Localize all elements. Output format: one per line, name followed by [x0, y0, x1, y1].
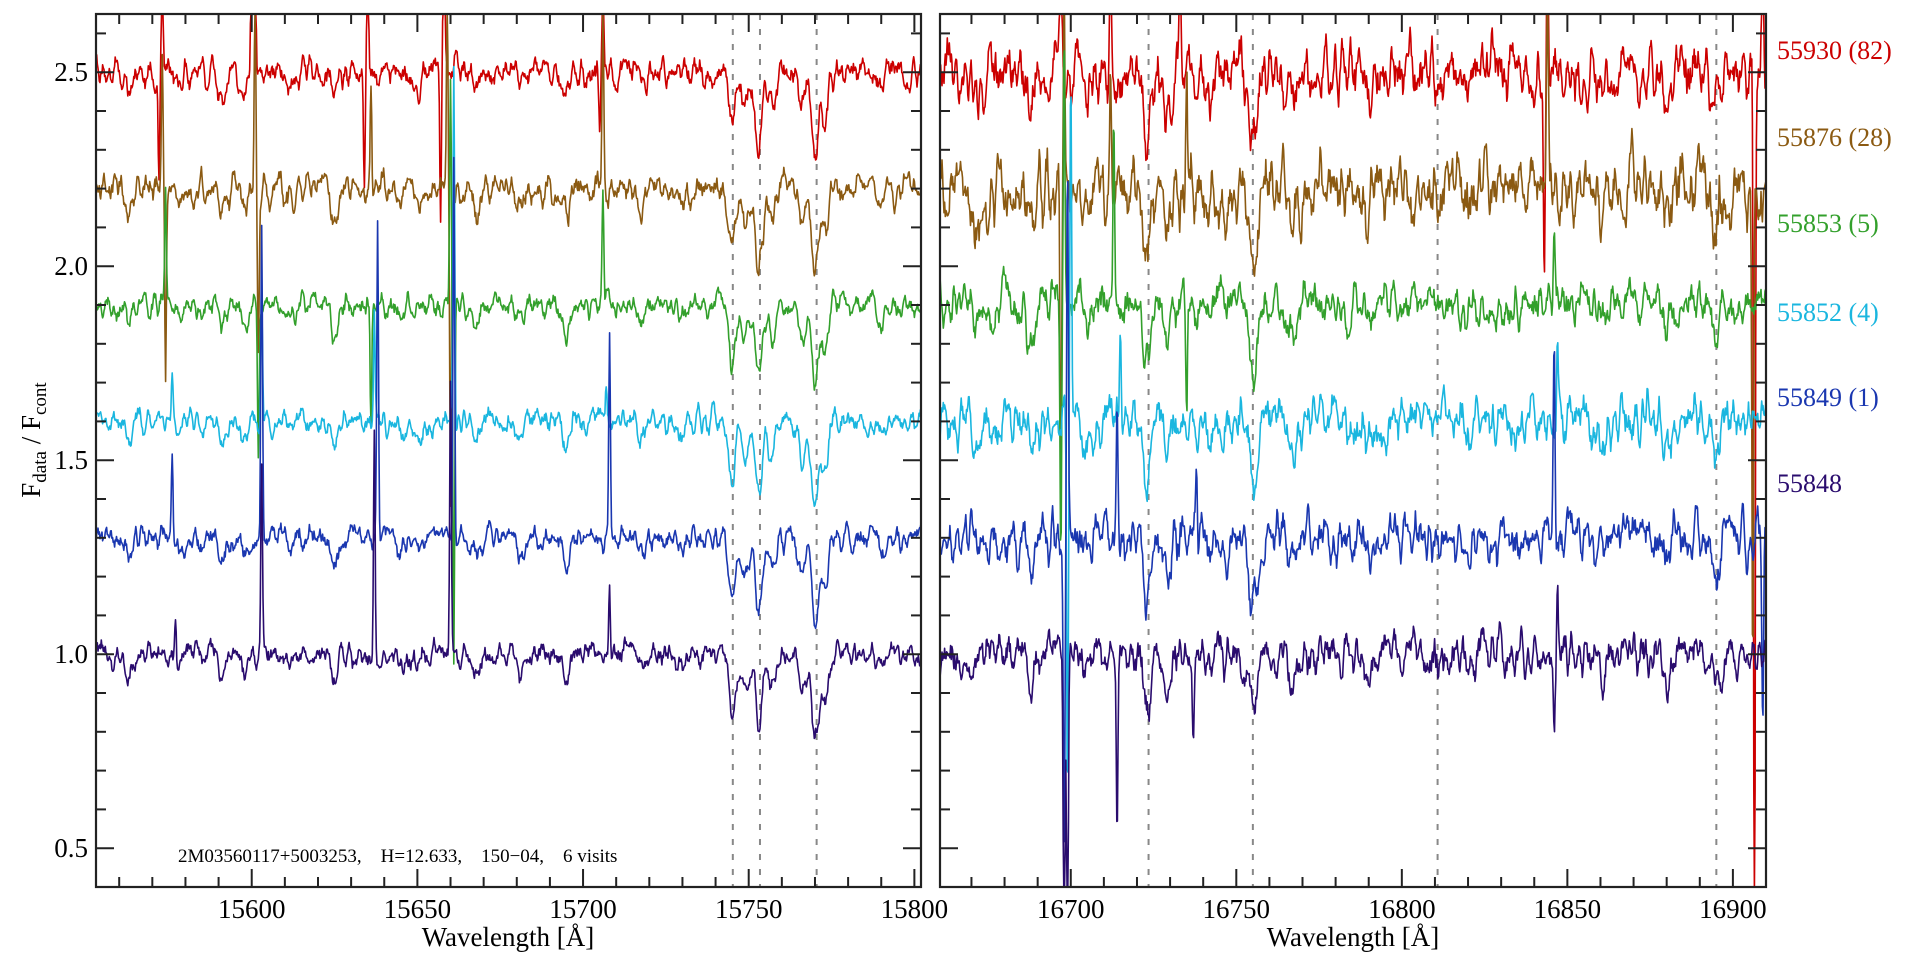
spectrum-line-55876: [940, 14, 1766, 638]
spectrum-line-55849: [940, 180, 1766, 843]
x-axis-title-right: Wavelength [Å]: [1267, 922, 1440, 952]
series-label-55930: 55930 (82): [1777, 36, 1892, 65]
series-label-55853: 55853 (5): [1777, 209, 1879, 238]
spectrum-line-55848: [96, 380, 921, 740]
series-label-55849: 55849 (1): [1777, 383, 1879, 412]
spectrum-line-55852: [96, 65, 921, 508]
plot-frame: [938, 12, 1768, 889]
x-axis-title-left: Wavelength [Å]: [422, 922, 595, 952]
y-tick-label: 2.5: [54, 57, 88, 87]
y-tick-label: 1.5: [54, 445, 88, 475]
y-axis-title: Fdata / Fcont: [16, 382, 51, 498]
spectrum-line-55853: [940, 50, 1766, 541]
left-panel: 15600 15650 15700 15750 15800 0.5 1.0 1.5 2.0 2.5: [54, 12, 949, 924]
x-tick-label: 16700: [1037, 894, 1105, 924]
series-label-55876: 55876 (28): [1777, 123, 1892, 152]
spectrum-line-55853: [96, 78, 921, 665]
x-tick-label: 15750: [715, 894, 783, 924]
y-tick-label: 0.5: [54, 833, 88, 863]
spectrum-line-55848: [940, 584, 1766, 887]
spectrum-line-55930: [96, 14, 921, 223]
y-tick-label: 1.0: [54, 639, 88, 669]
x-tick-label: 15700: [549, 894, 617, 924]
spectrum-line-55852: [940, 96, 1766, 773]
spectrum-line-55930: [940, 14, 1766, 887]
plot-frame: [94, 12, 923, 889]
x-tick-label: 16900: [1699, 894, 1767, 924]
spectra-group: [96, 14, 921, 740]
x-tick-label: 16850: [1534, 894, 1602, 924]
x-tick-label: 15650: [384, 894, 452, 924]
y-tick-label: 2.0: [54, 251, 88, 281]
spectrum-line-55849: [96, 156, 921, 630]
right-panel: 16700 16750 16800 16850 16900: [938, 12, 1768, 924]
spectrum-line-55876: [96, 14, 921, 507]
x-tick-label: 16750: [1203, 894, 1271, 924]
spectra-group: [940, 14, 1766, 887]
x-tick-label: 15600: [218, 894, 286, 924]
star-info-annotation: 2M03560117+5003253, H=12.633, 150−04, 6 …: [178, 846, 617, 867]
series-label-55848: 55848: [1777, 469, 1842, 498]
series-label-55852: 55852 (4): [1777, 298, 1879, 327]
x-tick-label: 16800: [1368, 894, 1436, 924]
x-tick-label: 15800: [881, 894, 949, 924]
